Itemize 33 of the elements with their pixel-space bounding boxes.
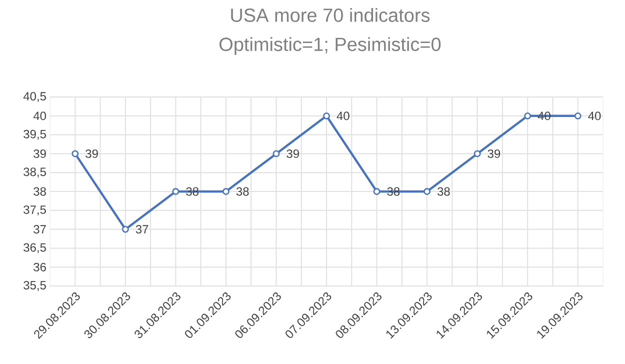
y-tick-label: 36,5: [24, 243, 46, 254]
data-label: 39: [488, 149, 500, 158]
y-tick-label: 38,5: [24, 168, 46, 178]
data-label: 37: [136, 225, 148, 234]
y-tick-label: 39,5: [24, 130, 46, 140]
point: [72, 150, 79, 158]
data-label: 39: [86, 149, 98, 158]
data-label: 38: [437, 187, 450, 196]
point: [474, 150, 481, 158]
point: [373, 188, 380, 195]
point: [222, 188, 230, 195]
point: [272, 150, 280, 158]
point: [574, 112, 582, 120]
point: [122, 226, 129, 233]
y-tick-label: 37: [34, 225, 46, 234]
point: [172, 188, 180, 195]
data-label: 38: [236, 187, 249, 196]
data-label: 40: [538, 112, 550, 120]
point: [323, 112, 330, 120]
y-tick-label: 40,5: [23, 92, 46, 102]
data-label: 39: [286, 149, 299, 158]
y-tick-label: 38: [34, 187, 46, 196]
point: [524, 112, 532, 120]
y-tick-label: 40: [33, 112, 46, 120]
point: [424, 188, 430, 195]
y-tick-label: 39: [34, 149, 46, 158]
chart-subtitle: Optimistic=1; Pesimistic=0: [220, 37, 441, 55]
chart-title: USA more 70 indicators: [231, 8, 430, 22]
y-tick-label: 35,5: [24, 281, 46, 291]
data-label: 40: [336, 112, 350, 120]
y-tick-label: 37,5: [24, 205, 46, 216]
data-label: 40: [588, 112, 601, 120]
y-tick-label: 36: [34, 262, 46, 272]
